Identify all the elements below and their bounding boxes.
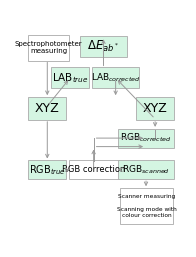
FancyBboxPatch shape (80, 36, 127, 57)
Text: RGB$_{scanned}$: RGB$_{scanned}$ (122, 164, 170, 176)
Text: LAB$_{true}$: LAB$_{true}$ (52, 71, 88, 85)
FancyBboxPatch shape (28, 35, 69, 61)
FancyBboxPatch shape (28, 97, 66, 120)
Text: Scanner measuring

Scanning mode with
colour correction: Scanner measuring Scanning mode with col… (117, 194, 177, 218)
FancyBboxPatch shape (120, 188, 173, 224)
Text: LAB$_{corrected}$: LAB$_{corrected}$ (91, 72, 141, 84)
FancyBboxPatch shape (69, 160, 119, 179)
FancyBboxPatch shape (28, 160, 66, 179)
Text: Spectrophotometer
measuring: Spectrophotometer measuring (15, 41, 83, 54)
FancyBboxPatch shape (51, 67, 89, 88)
FancyBboxPatch shape (92, 67, 139, 88)
Text: RGB$_{corrected}$: RGB$_{corrected}$ (120, 132, 172, 144)
FancyBboxPatch shape (118, 129, 174, 148)
FancyBboxPatch shape (136, 97, 174, 120)
Text: $\Delta E_{ab^*}$: $\Delta E_{ab^*}$ (87, 39, 120, 54)
Text: XYZ: XYZ (35, 102, 60, 115)
FancyBboxPatch shape (118, 160, 174, 179)
Text: RGB correction: RGB correction (62, 165, 125, 174)
Text: XYZ: XYZ (143, 102, 168, 115)
Text: RGB$_{true}$: RGB$_{true}$ (29, 163, 66, 177)
